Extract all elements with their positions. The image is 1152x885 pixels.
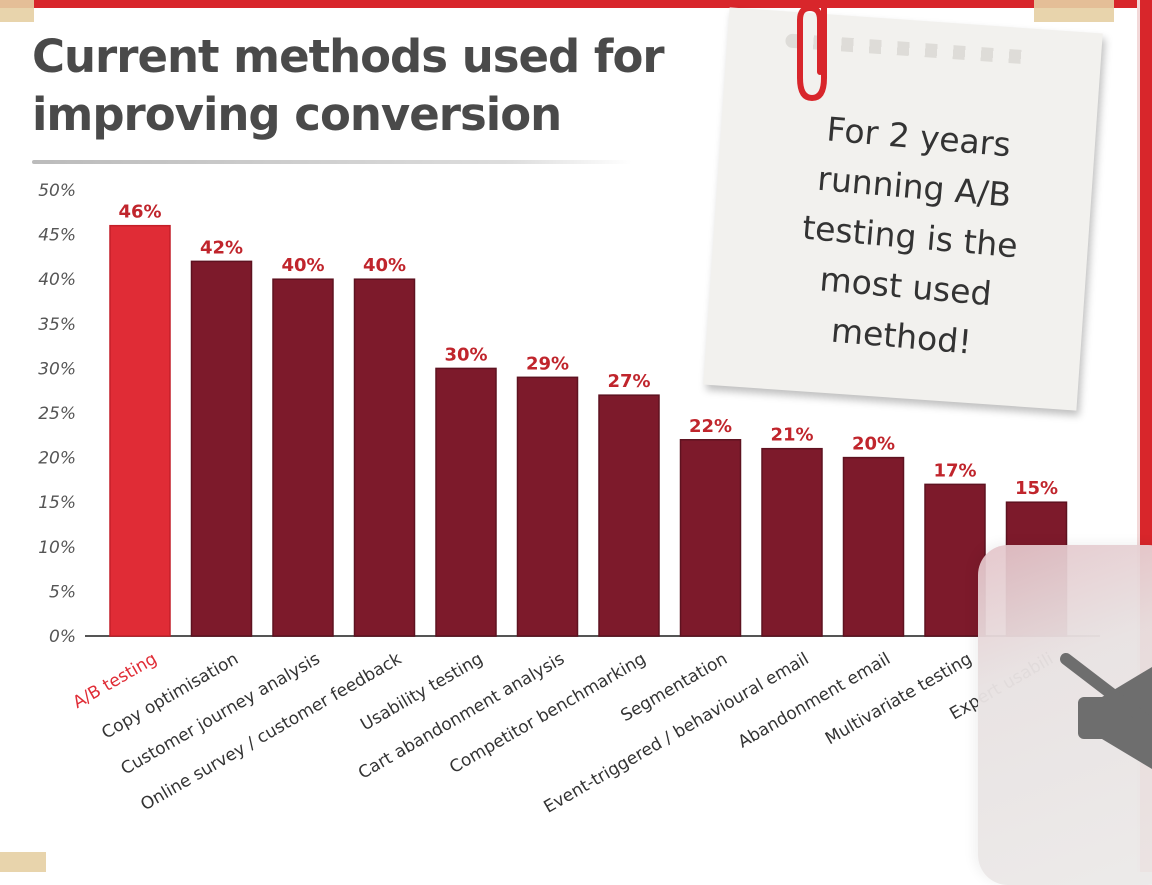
y-tick-label: 50% — [38, 181, 76, 201]
value-label: 17% — [933, 460, 976, 481]
y-tick-label: 40% — [38, 270, 76, 290]
media-overlay[interactable] — [978, 545, 1152, 885]
paperclip-icon — [797, 0, 827, 102]
y-tick-label: 0% — [49, 627, 76, 647]
value-label: 27% — [607, 371, 650, 392]
y-tick-label: 35% — [38, 315, 76, 335]
bar — [190, 260, 253, 637]
value-label: 30% — [444, 344, 487, 365]
value-label: 20% — [852, 434, 895, 455]
tape-top-right — [1034, 0, 1114, 22]
category-label: Multivariate testing — [822, 649, 975, 749]
value-label: 40% — [363, 255, 406, 276]
title-underline — [32, 160, 632, 164]
frame-right-inner — [1137, 0, 1140, 872]
bar — [435, 367, 497, 637]
bar — [516, 376, 579, 637]
y-tick-label: 45% — [38, 226, 76, 246]
bar — [353, 278, 416, 637]
bar — [761, 447, 823, 637]
tape-bottom-left — [0, 852, 46, 872]
category-label: Copy optimisation — [98, 649, 242, 743]
value-label: 22% — [689, 416, 732, 437]
category-label: Abandonment email — [735, 649, 894, 752]
bar — [109, 224, 171, 637]
bar — [842, 456, 905, 637]
value-label: 46% — [118, 202, 161, 223]
y-tick-label: 5% — [49, 582, 76, 602]
value-label: 40% — [281, 255, 324, 276]
tape-top-left — [0, 0, 34, 22]
bar — [679, 439, 742, 637]
speaker-muted-icon[interactable] — [1052, 645, 1152, 785]
value-label: 29% — [526, 353, 569, 374]
y-tick-label: 30% — [38, 359, 76, 379]
value-label: 42% — [200, 237, 243, 258]
note-text: For 2 years running A/B testing is the m… — [800, 109, 1020, 362]
value-label: 21% — [770, 425, 813, 446]
y-tick-label: 20% — [38, 449, 76, 469]
y-tick-label: 15% — [38, 493, 76, 513]
bar — [272, 278, 334, 637]
chart-title: Current methods used for improving conve… — [32, 30, 665, 141]
value-label: 15% — [1015, 478, 1058, 499]
bar — [924, 483, 986, 637]
y-tick-label: 10% — [38, 538, 76, 558]
bar — [598, 394, 660, 637]
y-tick-label: 25% — [38, 404, 76, 424]
frame-top — [0, 0, 1152, 8]
